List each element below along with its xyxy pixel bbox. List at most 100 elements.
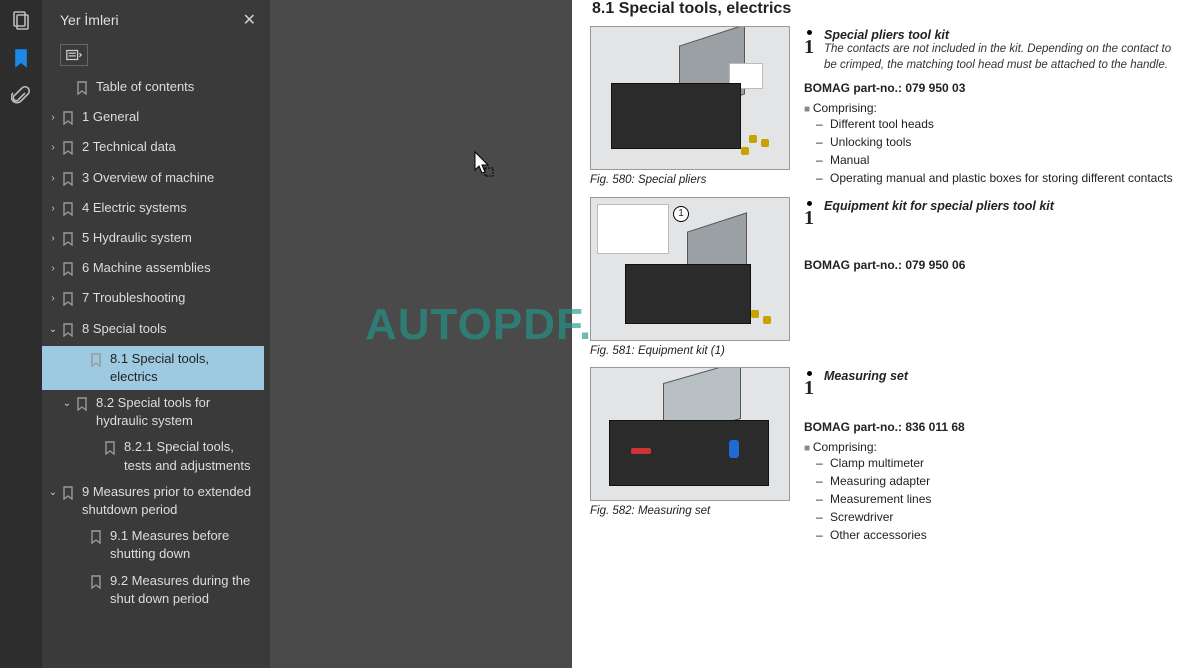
bookmark-label: 6 Machine assemblies (82, 259, 256, 277)
bookmark-item[interactable]: Table of contents (42, 74, 264, 104)
bookmark-item[interactable]: ›7 Troubleshooting (42, 285, 264, 315)
bookmark-label: 8 Special tools (82, 320, 256, 338)
bookmark-icon (62, 111, 76, 130)
bookmark-icon (76, 81, 90, 100)
bookmark-icon (62, 486, 76, 505)
sidebar-header: Yer İmleri ✕ (42, 0, 270, 40)
section-special-pliers: Fig. 580: Special pliers 1 Special plier… (590, 26, 1186, 187)
bookmark-icon (62, 141, 76, 160)
bookmark-icon (62, 202, 76, 221)
bookmark-tree[interactable]: Table of contents › 1 General › 2 Technical … (42, 74, 270, 668)
list-item: Other accessories (830, 526, 1186, 544)
bookmark-item[interactable]: 9.2 Measures during the shut down period (42, 568, 264, 612)
chevron-icon[interactable]: › (46, 172, 60, 186)
section-1-title: Special pliers tool kit (824, 28, 1186, 42)
chevron-icon[interactable]: › (46, 292, 60, 306)
chevron-icon[interactable]: › (46, 141, 60, 155)
bookmark-icon (90, 353, 104, 372)
bookmark-item[interactable]: › 3 Overview of machine (42, 165, 264, 195)
bookmarks-options-button[interactable] (60, 44, 88, 66)
bookmark-item[interactable]: 8.1 Special tools, electrics (42, 346, 264, 390)
chevron-icon[interactable]: › (46, 232, 60, 246)
section-measuring-set: Fig. 582: Measuring set 1 Measuring set … (590, 367, 1186, 544)
bookmark-item[interactable]: › 2 Technical data (42, 134, 264, 164)
section-equipment-kit: 1 Fig. 581: Equipment kit (1) 1 Equipmen… (590, 197, 1186, 357)
info-icon: 1 (804, 369, 814, 400)
list-item: Manual (830, 151, 1186, 169)
bookmark-icon (104, 441, 118, 460)
bookmark-label: 5 Hydraulic system (82, 229, 256, 247)
chevron-icon[interactable]: ⌄ (60, 397, 74, 411)
section-2-title: Equipment kit for special pliers tool ki… (824, 199, 1054, 213)
page-heading: 8.1 Special tools, electrics (592, 0, 1186, 18)
bookmark-item[interactable]: › 6 Machine assemblies (42, 255, 264, 285)
bookmark-label: 8.2 Special tools for hydraulic system (96, 394, 256, 430)
bookmark-label: 9.1 Measures before shutting down (110, 527, 256, 563)
section-2-partno: BOMAG part-no.: 079 950 06 (804, 258, 1186, 272)
bookmark-label: 2 Technical data (82, 138, 256, 156)
bookmark-item[interactable]: ›4 Electric systems (42, 195, 264, 225)
chevron-icon[interactable]: ⌄ (46, 323, 60, 337)
bookmark-item[interactable]: 9.1 Measures before shutting down (42, 523, 264, 567)
bookmark-label: 8.2.1 Special tools, tests and adjustmen… (124, 438, 256, 474)
info-icon: 1 (804, 199, 814, 230)
chevron-icon[interactable]: ⌄ (46, 486, 60, 500)
info-icon: 1 (804, 28, 814, 59)
bookmark-label: 1 General (82, 108, 256, 126)
list-item: Different tool heads (830, 115, 1186, 133)
section-1-partno: BOMAG part-no.: 079 950 03 (804, 81, 1186, 95)
bookmark-item[interactable]: ⌄9 Measures prior to extended shutdown p… (42, 479, 264, 523)
chevron-icon[interactable]: › (46, 111, 60, 125)
attachments-icon[interactable] (11, 86, 31, 106)
figure-581-caption: Fig. 581: Equipment kit (1) (590, 345, 790, 357)
bookmark-label: 3 Overview of machine (82, 169, 256, 187)
list-item: Clamp multimeter (830, 454, 1186, 472)
bookmark-icon (62, 262, 76, 281)
bookmark-icon (62, 232, 76, 251)
bookmark-label: 8.1 Special tools, electrics (110, 350, 256, 386)
thumbnails-icon[interactable] (11, 10, 31, 30)
bookmark-icon (90, 575, 104, 594)
list-item: Measuring adapter (830, 472, 1186, 490)
bookmark-label: Table of contents (96, 78, 256, 96)
figure-580-caption: Fig. 580: Special pliers (590, 174, 790, 186)
left-icon-rail (0, 0, 42, 668)
figure-580: Fig. 580: Special pliers (590, 26, 790, 187)
section-3-partno: BOMAG part-no.: 836 011 68 (804, 420, 1186, 434)
list-item: Operating manual and plastic boxes for s… (830, 169, 1186, 187)
bookmark-item[interactable]: ⌄ 8.2 Special tools for hydraulic system (42, 390, 264, 434)
bookmark-icon (90, 530, 104, 549)
bookmark-item[interactable]: › 1 General (42, 104, 264, 134)
section-1-desc: The contacts are not included in the kit… (824, 42, 1186, 73)
section-3-items: Clamp multimeterMeasuring adapterMeasure… (804, 454, 1186, 544)
section-1-info: 1 Special pliers tool kit The contacts a… (804, 26, 1186, 187)
figure-582: Fig. 582: Measuring set (590, 367, 790, 544)
figure-581-image: 1 (590, 197, 790, 341)
cursor-icon (473, 150, 495, 183)
callout-1: 1 (673, 206, 689, 222)
bookmark-icon (76, 397, 90, 416)
figure-582-caption: Fig. 582: Measuring set (590, 505, 790, 517)
bookmark-label: 9.2 Measures during the shut down period (110, 572, 256, 608)
list-item: Screwdriver (830, 508, 1186, 526)
chevron-icon[interactable]: › (46, 262, 60, 276)
sidebar-close-icon[interactable]: ✕ (243, 10, 256, 30)
bookmarks-icon[interactable] (11, 48, 31, 68)
chevron-icon[interactable]: › (46, 202, 60, 216)
figure-580-image (590, 26, 790, 170)
bookmark-item[interactable]: ⌄ 8 Special tools (42, 316, 264, 346)
document-area: AUTOPDF.NET 8.1 Special tools, electrics… (270, 0, 1200, 668)
bookmark-icon (62, 292, 76, 311)
section-2-info: 1 Equipment kit for special pliers tool … (804, 197, 1186, 357)
list-item: Measurement lines (830, 490, 1186, 508)
figure-582-image (590, 367, 790, 501)
figure-581: 1 Fig. 581: Equipment kit (1) (590, 197, 790, 357)
section-3-title: Measuring set (824, 369, 908, 383)
sidebar-options (42, 40, 270, 74)
bookmark-item[interactable]: 8.2.1 Special tools, tests and adjustmen… (42, 434, 264, 478)
pdf-page[interactable]: 8.1 Special tools, electrics Fig. 580: S… (572, 0, 1200, 668)
section-3-comprising-label: Comprising: (804, 440, 1186, 454)
bookmark-icon (62, 323, 76, 342)
section-1-items: Different tool headsUnlocking toolsManua… (804, 115, 1186, 187)
bookmark-item[interactable]: › 5 Hydraulic system (42, 225, 264, 255)
